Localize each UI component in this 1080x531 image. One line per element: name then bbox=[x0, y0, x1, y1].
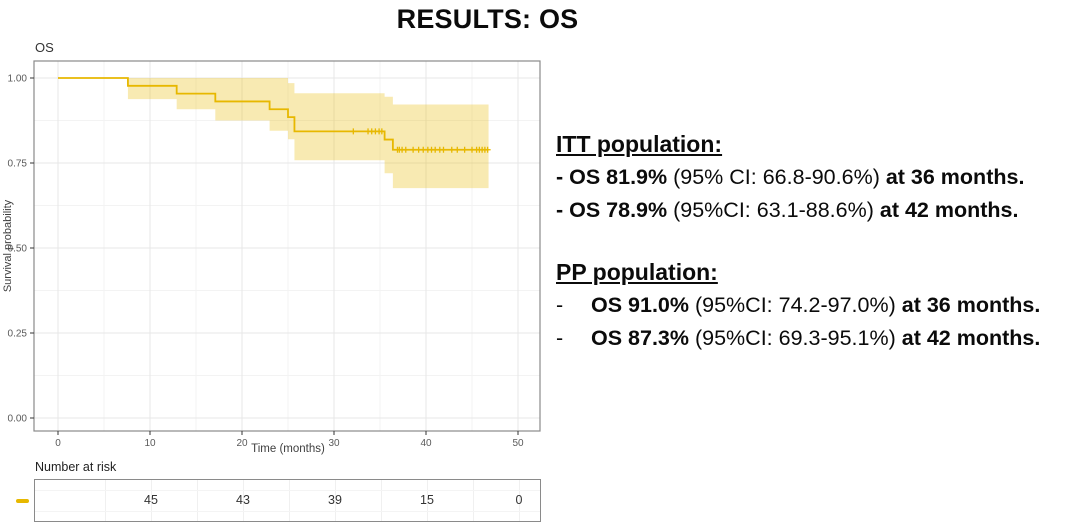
grid-minor bbox=[34, 61, 540, 431]
pp-results-block: PP population: - OS 91.0% (95%CI: 74.2-97… bbox=[556, 256, 1080, 355]
results-text-panel: ITT population: - OS 81.9% (95% CI: 66.8… bbox=[556, 128, 1080, 355]
axis-ticks bbox=[30, 77, 519, 435]
result-segment: (95% CI: 66.8-90.6%) bbox=[673, 165, 886, 189]
y-tick-label: 1.00 bbox=[8, 74, 28, 85]
risk-grid-line bbox=[381, 480, 382, 521]
survival-curve bbox=[58, 77, 489, 151]
grid-major bbox=[34, 61, 540, 431]
risk-count: 0 bbox=[515, 493, 523, 507]
x-tick-label: 20 bbox=[236, 438, 248, 449]
risk-grid-line bbox=[289, 480, 290, 521]
x-tick-label: 40 bbox=[420, 438, 432, 449]
risk-count: 39 bbox=[328, 493, 342, 507]
risk-grid-line bbox=[105, 480, 106, 521]
risk-table-title: Number at risk bbox=[35, 460, 117, 474]
result-segment: (95%CI: 63.1-88.6%) bbox=[673, 198, 880, 222]
pp-lines: - OS 91.0% (95%CI: 74.2-97.0%) at 36 mont… bbox=[556, 289, 1080, 355]
risk-grid-line bbox=[35, 490, 540, 491]
x-tick-label: 50 bbox=[512, 438, 524, 449]
plot-border bbox=[33, 60, 541, 432]
result-line: - OS 91.0% (95%CI: 74.2-97.0%) at 36 mont… bbox=[556, 289, 1080, 322]
series-legend-dash-icon bbox=[16, 499, 29, 503]
risk-grid-line bbox=[335, 480, 336, 521]
result-line-text: - OS 81.9% (95% CI: 66.8-90.6%) at 36 mo… bbox=[556, 161, 1024, 194]
x-tick-label: 30 bbox=[328, 438, 340, 449]
result-segment: at 36 months. bbox=[901, 293, 1041, 317]
risk-grid-line bbox=[35, 511, 540, 512]
risk-table: 45 43 39 15 0 bbox=[34, 479, 541, 522]
result-segment: (95%CI: 74.2-97.0%) bbox=[694, 293, 902, 317]
result-line-text: OS 87.3% (95%CI: 69.3-95.1%) at 42 month… bbox=[591, 322, 1040, 355]
x-tick-label: 0 bbox=[55, 438, 61, 449]
y-tick-label: 0.25 bbox=[8, 329, 28, 340]
censor-marks bbox=[350, 128, 491, 153]
page-title: RESULTS: OS bbox=[396, 4, 579, 34]
km-plot-title: OS bbox=[35, 40, 54, 55]
itt-results-block: ITT population: - OS 81.9% (95% CI: 66.8… bbox=[556, 128, 1080, 227]
result-segment: (95%CI: 69.3-95.1%) bbox=[694, 326, 902, 350]
result-line: - OS 87.3% (95%CI: 69.3-95.1%) at 42 mont… bbox=[556, 322, 1080, 355]
risk-grid-line bbox=[197, 480, 198, 521]
risk-count: 15 bbox=[420, 493, 434, 507]
plot-panel bbox=[34, 61, 540, 431]
itt-heading: ITT population: bbox=[556, 131, 723, 157]
km-survival-plot: 0 10 20 30 40 50 0.00 0.25 0.50 0.75 1.00 bbox=[8, 60, 541, 450]
bullet-dash: - bbox=[556, 326, 564, 350]
risk-grid-line bbox=[427, 480, 428, 521]
y-tick-label: 0.75 bbox=[8, 159, 28, 170]
result-line-text: - OS 78.9% (95%CI: 63.1-88.6%) at 42 mon… bbox=[556, 194, 1018, 227]
result-segment: at 36 months. bbox=[885, 165, 1025, 189]
y-axis-title: Survival probability bbox=[2, 199, 14, 293]
bullet-dash: - bbox=[556, 293, 564, 317]
risk-count: 43 bbox=[236, 493, 250, 507]
result-segment: OS 87.3% bbox=[591, 326, 695, 350]
confidence-band bbox=[127, 78, 489, 189]
result-segment: - OS 81.9% bbox=[556, 165, 674, 189]
result-segment: at 42 months. bbox=[879, 198, 1019, 222]
x-axis-title: Time (months) bbox=[251, 443, 325, 455]
result-segment: OS 91.0% bbox=[591, 293, 695, 317]
risk-grid-line bbox=[519, 480, 520, 521]
result-line: - OS 81.9% (95% CI: 66.8-90.6%) at 36 mo… bbox=[556, 161, 1080, 194]
y-tick-label: 0.00 bbox=[8, 414, 28, 425]
risk-grid-line bbox=[243, 480, 244, 521]
result-line-text: OS 91.0% (95%CI: 74.2-97.0%) at 36 month… bbox=[591, 289, 1040, 322]
itt-lines: - OS 81.9% (95% CI: 66.8-90.6%) at 36 mo… bbox=[556, 161, 1080, 227]
x-tick-label: 10 bbox=[144, 438, 156, 449]
risk-grid-line bbox=[151, 480, 152, 521]
pp-heading: PP population: bbox=[556, 259, 718, 285]
result-segment: - OS 78.9% bbox=[556, 198, 674, 222]
axis-tick-labels: 0 10 20 30 40 50 0.00 0.25 0.50 0.75 1.00 bbox=[8, 74, 524, 450]
y-tick-label: 0.50 bbox=[8, 244, 28, 255]
result-line: - OS 78.9% (95%CI: 63.1-88.6%) at 42 mon… bbox=[556, 194, 1080, 227]
risk-count: 45 bbox=[144, 493, 158, 507]
risk-grid-line bbox=[473, 480, 474, 521]
result-segment: at 42 months. bbox=[901, 326, 1041, 350]
